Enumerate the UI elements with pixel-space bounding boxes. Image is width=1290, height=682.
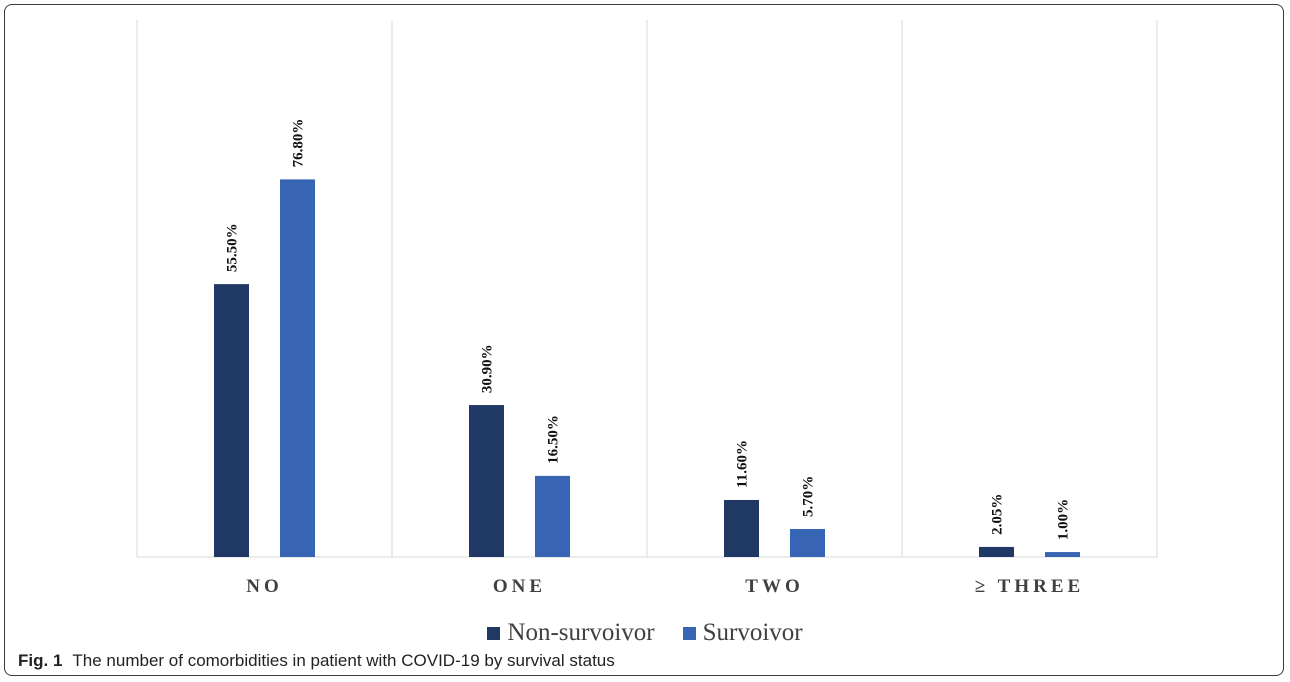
x-tick-label-3: ≥ THREE [975, 576, 1084, 597]
category-tick-labels: NO ONE TWO ≥ THREE [246, 576, 1084, 597]
bar-non-survivor-3 [979, 546, 1014, 557]
figure-frame [4, 4, 1284, 676]
bar-chart: 55.50% 76.80% 30.90% 16.50% 11.60% 5.70% 2.05%… [136, 20, 1158, 597]
data-label-non-survivor-2: 11.60% [735, 440, 751, 488]
data-label-survivor-0: 76.80% [291, 119, 307, 168]
figure-number: Fig. 1 [18, 651, 63, 670]
bar-non-survivor-0 [214, 284, 249, 557]
figure-caption: Fig. 1 The number of comorbidities in pat… [18, 651, 615, 675]
x-tick-label-2: TWO [745, 576, 803, 597]
bar-survivor-3 [1045, 552, 1080, 557]
legend: Non-survoivor Survoivor [0, 618, 1290, 648]
data-label-non-survivor-1: 30.90% [480, 344, 496, 393]
x-tick-label-1: ONE [493, 576, 546, 597]
bar-survivor-0 [280, 179, 315, 557]
legend-swatch-non-survivor [487, 626, 501, 640]
x-tick-label-0: NO [246, 576, 283, 597]
bar-survivor-2 [790, 528, 825, 557]
bars [214, 179, 1080, 557]
data-label-non-survivor-3: 2.05% [990, 494, 1006, 535]
legend-label-non-survivor: Non-survoivor [507, 619, 655, 646]
data-label-survivor-3: 1.00% [1056, 499, 1072, 540]
bar-survivor-1 [535, 475, 570, 557]
data-label-survivor-2: 5.70% [801, 476, 817, 517]
data-label-survivor-1: 16.50% [546, 415, 562, 464]
bar-non-survivor-1 [469, 405, 504, 557]
legend-swatch-survivor [682, 626, 696, 640]
legend-label-survivor: Survoivor [702, 619, 803, 646]
legend-item-non-survivor: Non-survoivor [487, 619, 655, 647]
figure-caption-text: The number of comorbidities in patient w… [72, 651, 615, 670]
data-label-non-survivor-0: 55.50% [225, 223, 241, 272]
legend-item-survivor: Survoivor [682, 619, 803, 647]
data-labels: 55.50% 76.80% 30.90% 16.50% 11.60% 5.70% 2.05%… [225, 119, 1072, 540]
bar-non-survivor-2 [724, 499, 759, 557]
